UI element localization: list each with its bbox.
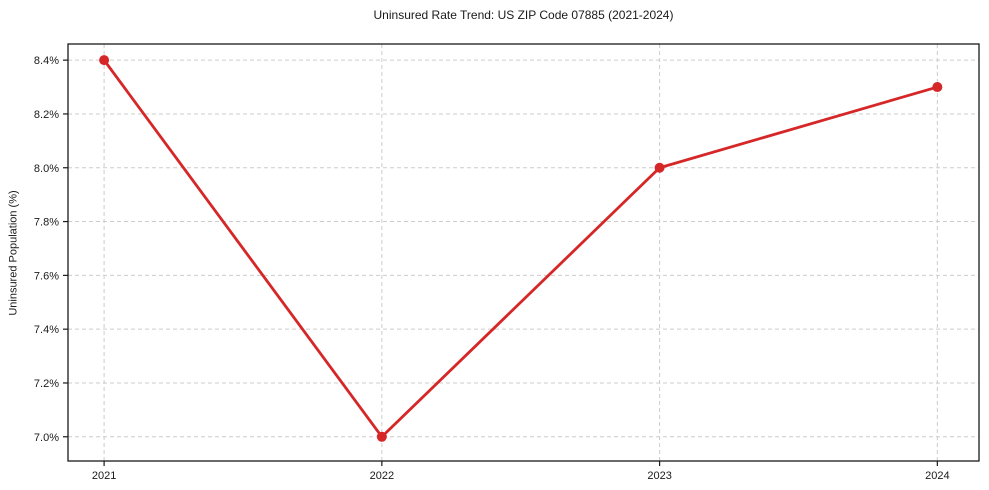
y-tick-label: 7.4% (34, 324, 59, 336)
y-tick-label: 7.0% (34, 432, 59, 444)
x-tick-label: 2022 (370, 470, 394, 482)
y-tick-label: 7.2% (34, 378, 59, 390)
chart-title: Uninsured Rate Trend: US ZIP Code 07885 … (373, 8, 674, 22)
data-point-marker (376, 431, 387, 442)
y-tick-label: 8.4% (34, 55, 59, 67)
data-point-marker (654, 162, 665, 173)
plot-border (67, 43, 980, 462)
x-tick-label: 2024 (925, 470, 949, 482)
y-tick-label: 7.8% (34, 217, 59, 229)
data-point-marker (99, 55, 110, 66)
x-tick-label: 2021 (92, 470, 116, 482)
data-point-marker (932, 82, 943, 93)
y-tick-label: 7.6% (34, 270, 59, 282)
x-tick-label: 2023 (647, 470, 671, 482)
y-tick-label: 8.0% (34, 163, 59, 175)
trend-line (102, 58, 939, 439)
y-tick-label: 8.2% (34, 109, 59, 121)
